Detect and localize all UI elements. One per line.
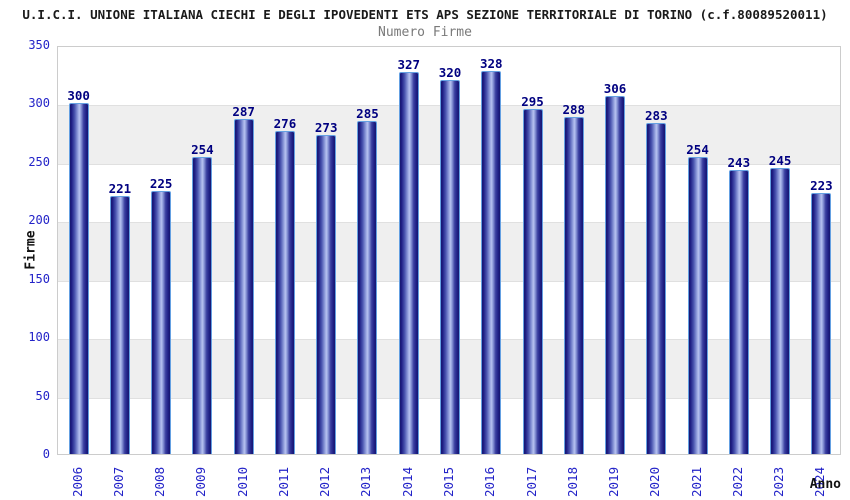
bar-value-label: 320 [438,65,462,81]
bar [233,118,254,454]
bar [151,191,172,454]
bar-value-label: 306 [603,81,627,97]
bar-value-label: 225 [149,176,173,192]
x-axis-title: Anno [809,477,841,492]
bar-value-label: 221 [108,180,132,196]
y-tick-label: 250 [28,154,50,169]
x-tick-label: 2017 [523,466,539,497]
x-tick-label: 2020 [647,466,663,497]
x-tick-label: 2009 [193,466,209,497]
bar-value-label: 223 [810,178,833,194]
bar-value-label: 287 [232,103,255,119]
bar [728,170,749,454]
x-tick-label: 2023 [771,466,787,497]
bar [68,103,89,454]
bar-value-label: 300 [67,88,90,104]
y-tick-label: 150 [28,271,50,286]
x-tick-label: 2015 [441,466,456,497]
bar-value-label: 285 [356,105,379,121]
bar [522,109,543,454]
bar-value-label: 254 [686,142,709,158]
bar [357,120,378,454]
chart-title: U.I.C.I. UNIONE ITALIANA CIECHI E DEGLI … [22,7,828,22]
bar [770,167,791,454]
bar [811,193,832,454]
bar-value-label: 273 [314,119,338,135]
bar [398,71,419,454]
bar-value-label: 327 [397,56,421,72]
x-tick-label: 2016 [482,466,498,497]
bar [646,123,667,454]
bar-value-label: 243 [727,155,751,171]
bar-value-label: 295 [521,94,544,110]
x-tick-label: 2013 [358,466,374,497]
y-tick-label: 50 [35,388,50,403]
bar-value-label: 283 [645,108,668,124]
chart-subtitle: Numero Firme [378,25,472,40]
bar [192,157,213,454]
x-tick-label: 2007 [110,466,126,497]
x-tick-label: 2018 [564,466,580,497]
x-tick-label: 2019 [606,466,622,497]
bar [481,70,502,454]
x-tick-label: 2021 [688,466,704,497]
bar [563,117,584,454]
y-tick-label: 350 [28,38,50,52]
x-tick-label: 2012 [317,466,333,497]
y-tick-label: 100 [28,330,50,345]
plot-area: 300 221 225 254 287 276 273 285 327 320 328 295 288 3… [57,46,841,455]
y-tick-label: 300 [28,96,50,111]
x-tick-label: 2014 [399,466,415,497]
bar [109,195,130,454]
bar [316,134,337,454]
bar-value-label: 328 [479,55,503,71]
x-tick-label: 2022 [729,466,745,497]
bar-value-label: 245 [768,152,792,168]
y-tick-label: 0 [42,447,50,461]
x-tick-label: 2010 [234,466,250,497]
bar-value-label: 276 [273,116,297,132]
bar [440,80,460,454]
x-tick-label: 2011 [275,466,291,497]
x-tick-label: 2008 [152,466,168,497]
bar-value-label: 254 [191,142,214,158]
y-tick-label: 200 [28,213,50,228]
bar-value-label: 288 [562,102,586,118]
bar [687,157,708,454]
bar [274,131,295,454]
bar [605,96,626,454]
y-axis-title: Firme [23,230,39,270]
x-tick-label: 2006 [69,466,85,497]
